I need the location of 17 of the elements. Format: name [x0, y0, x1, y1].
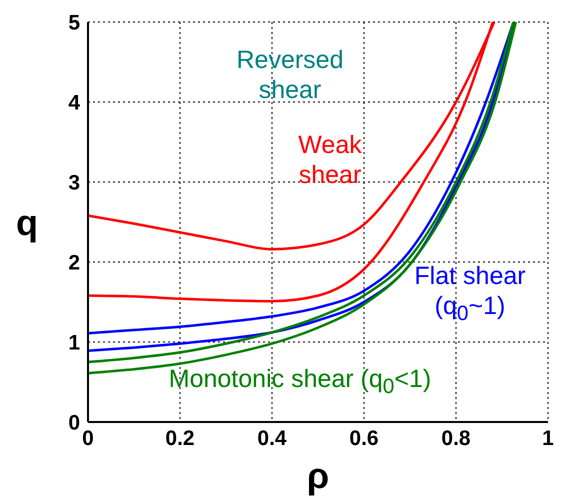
- y-tick-label: 2: [68, 251, 80, 274]
- x-axis-title: ρ: [306, 455, 330, 496]
- y-tick-label: 1: [68, 331, 80, 354]
- x-tick-label: 1: [542, 426, 554, 450]
- annotation: Flat shear (q$_{0}$~1): [414, 261, 526, 327]
- annotation: Reversed shear: [236, 45, 344, 105]
- x-tick-label: 0.2: [165, 426, 195, 450]
- x-tick-label: 0.8: [441, 426, 471, 450]
- y-axis-title: q: [16, 202, 38, 243]
- y-tick-label: 3: [68, 171, 80, 194]
- y-tick-label: 5: [68, 11, 80, 34]
- y-tick-label: 4: [68, 91, 80, 114]
- annotation: Weak shear: [298, 130, 362, 190]
- x-tick-label: 0.6: [349, 426, 379, 450]
- x-tick-label: 0.4: [257, 426, 287, 450]
- y-tick-label: 0: [68, 411, 80, 434]
- annotation: Monotonic shear (q$_{0}$<1): [168, 364, 432, 400]
